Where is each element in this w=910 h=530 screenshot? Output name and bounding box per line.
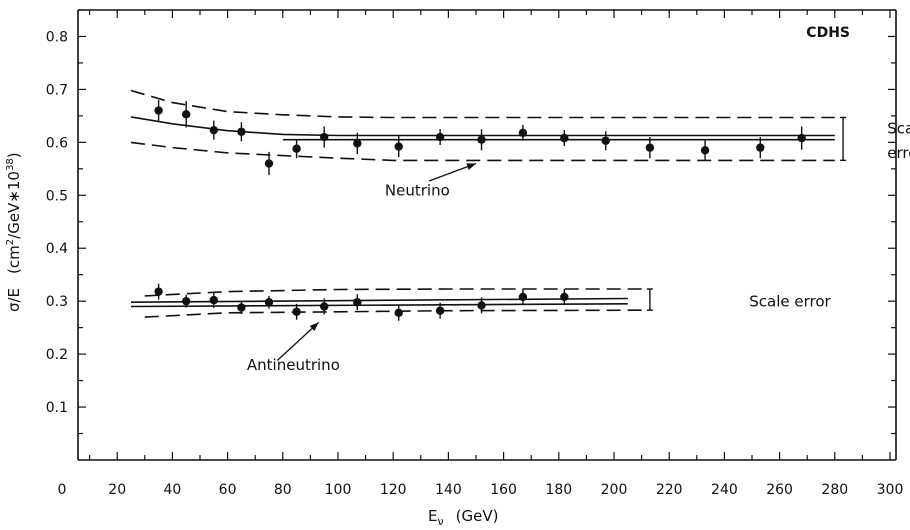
- x-axis-unit: (GeV): [456, 507, 499, 525]
- y-axis-unit-sup-1: 2: [5, 239, 16, 245]
- antineutrino-data-point: [209, 295, 218, 305]
- antineutrino-data-point: [182, 296, 191, 306]
- neutrino-data-point: [264, 159, 274, 168]
- neutrino-data-point: [518, 128, 528, 138]
- neutrino-data-point: [209, 125, 218, 135]
- annotation-neutrino-arrowhead: [466, 163, 476, 170]
- x-axis-label: E: [428, 507, 437, 525]
- neutrino-data-point: [154, 106, 163, 115]
- annotation-antineutrino: Antineutrino: [247, 356, 340, 374]
- x-tick-label: 280: [821, 482, 848, 498]
- x-tick-label: 240: [711, 482, 738, 498]
- annotation-scale-error-top-2: error: [887, 144, 910, 162]
- neutrino-data-point: [292, 144, 301, 153]
- x-axis-label-subscript: ν: [437, 515, 443, 528]
- annotation-scale-error-top-1: Scale: [887, 119, 910, 137]
- x-tick-label: 260: [766, 482, 793, 498]
- y-tick-label: 0.8: [46, 29, 68, 45]
- antineutrino-data-point: [237, 303, 246, 312]
- antineutrino-data-point: [292, 307, 301, 316]
- neutrino-data-point: [477, 135, 486, 144]
- y-tick-label: 0.4: [46, 241, 68, 257]
- x-axis-title: Eν (GeV): [428, 507, 498, 528]
- neutrino-fit-curve: [130, 116, 835, 137]
- svg-text:σ/E(cm2/GeV∗1038): σ/E (cm2/GeV∗1038): [5, 152, 23, 312]
- chart-title: CDHS: [806, 25, 850, 41]
- neutrino-scale-band-curve: [130, 89, 835, 119]
- neutrino-data-point: [797, 133, 806, 143]
- neutrino-data-point: [560, 133, 569, 143]
- antineutrino-data-point: [394, 308, 403, 318]
- y-axis-unit-sup-2: 38: [5, 158, 16, 171]
- y-axis-label: σ/E: [5, 288, 23, 312]
- neutrino-data-point: [700, 146, 710, 155]
- x-tick-label: 220: [656, 482, 683, 498]
- antineutrino-data-point: [435, 306, 445, 315]
- neutrino-scale-band-curve: [130, 141, 835, 162]
- plot-frame: [77, 9, 897, 461]
- x-tick-label: 60: [219, 482, 237, 498]
- fit-curves: [130, 89, 847, 318]
- antineutrino-fit-curve: [130, 297, 628, 303]
- y-axis-unit-close: ): [5, 152, 23, 158]
- antineutrino-scale-band-curve: [144, 309, 642, 318]
- neutrino-data-point: [645, 143, 655, 152]
- y-tick-label: 0.2: [46, 347, 68, 363]
- antineutrino-data-point: [560, 292, 569, 302]
- annotation-scale-error-bottom: Scale error: [749, 292, 831, 310]
- neutrino-data-point: [394, 142, 403, 151]
- x-tick-label: 180: [545, 482, 572, 498]
- y-axis-title: σ/E (cm2/GeV∗1038): [5, 152, 23, 312]
- neutrino-data-point: [182, 110, 191, 119]
- antineutrino-data-point: [518, 292, 528, 302]
- annotations: Neutrino Antineutrino Scale error Scale erro…: [247, 119, 910, 374]
- svg-text:Eν(GeV): Eν (GeV): [428, 507, 498, 528]
- y-tick-label: 0.1: [46, 400, 68, 416]
- y-tick-label: 0.7: [46, 82, 68, 98]
- x-tick-label: 120: [380, 482, 407, 498]
- y-tick-label: 0.6: [46, 135, 68, 151]
- data-points: [154, 100, 806, 321]
- axis-ticks: [78, 9, 896, 460]
- antineutrino-data-point: [477, 301, 486, 310]
- neutrino-data-point: [237, 127, 246, 136]
- antineutrino-data-point: [353, 298, 362, 307]
- y-tick-label: 0.3: [46, 294, 68, 310]
- antineutrino-data-point: [264, 298, 274, 307]
- x-tick-label: 80: [274, 482, 292, 498]
- neutrino-data-point: [320, 132, 329, 142]
- antineutrino-fit-curve: [130, 303, 628, 308]
- neutrino-data-point: [756, 143, 765, 152]
- antineutrino-data-point: [154, 287, 163, 296]
- y-tick-label: 0.5: [46, 188, 68, 204]
- neutrino-data-point: [601, 136, 610, 145]
- antineutrino-data-point: [320, 302, 329, 311]
- x-tick-label: 140: [435, 482, 462, 498]
- antineutrino-scale-band-curve: [144, 288, 642, 297]
- x-tick-label: 300: [877, 482, 904, 498]
- neutrino-data-point: [435, 132, 445, 142]
- x-tick-label: 160: [490, 482, 517, 498]
- x-tick-label: 40: [163, 482, 181, 498]
- x-tick-label: 100: [325, 482, 352, 498]
- x-tick-label: 0: [58, 482, 67, 498]
- x-tick-label: 20: [108, 482, 126, 498]
- x-tick-label: 200: [601, 482, 628, 498]
- annotation-antineutrino-arrow: [276, 321, 320, 361]
- annotation-neutrino: Neutrino: [385, 181, 450, 199]
- tick-labels: 0 20 40 60 80 100 120 140 160 180 200 220 240 260 280 3…: [46, 29, 904, 498]
- annotation-antineutrino-arrowhead: [309, 322, 319, 332]
- y-axis-unit-mid: /GeV∗10: [5, 171, 23, 239]
- neutrino-data-point: [353, 139, 362, 148]
- y-axis-unit-open: (cm: [5, 245, 23, 274]
